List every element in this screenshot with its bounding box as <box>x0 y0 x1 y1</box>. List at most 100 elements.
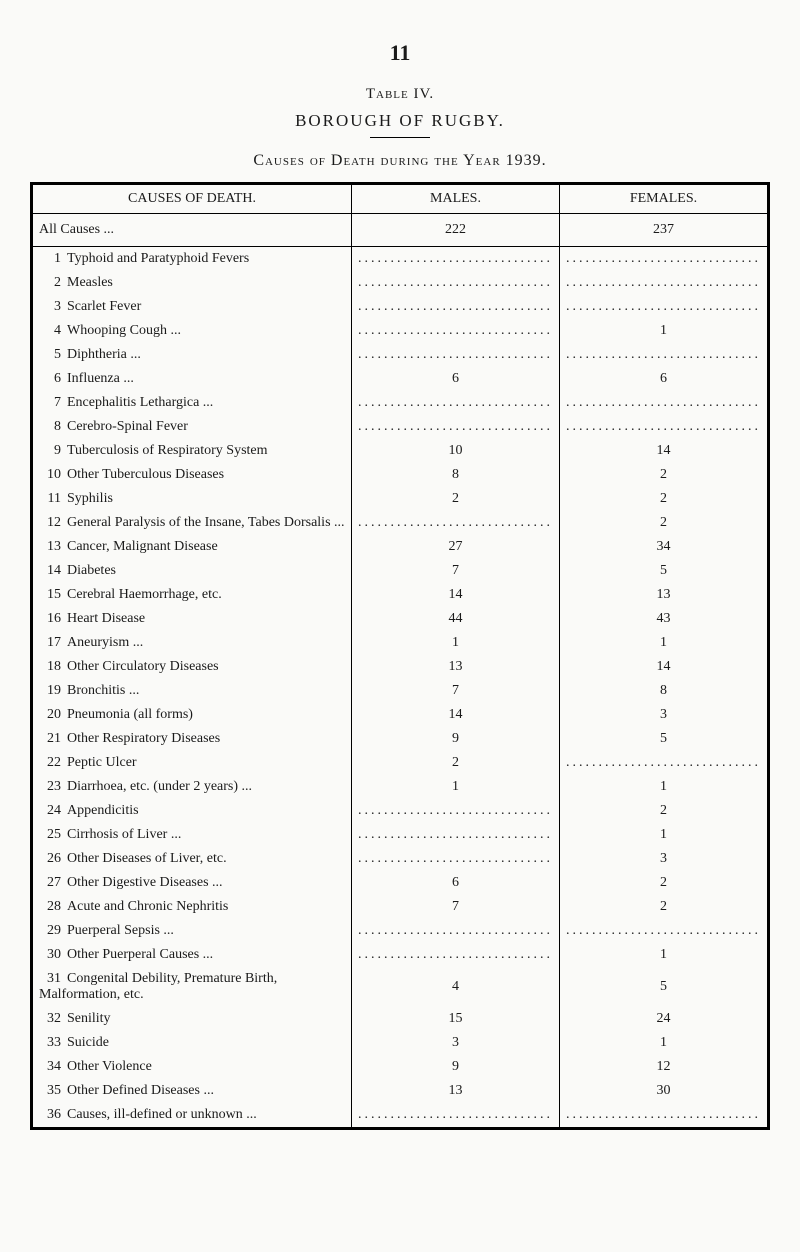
males-cell: 4 <box>352 967 560 1007</box>
dotfill: .............................. <box>566 251 761 266</box>
cause-cell: 16Heart Disease <box>32 607 352 631</box>
cause-label: General Paralysis of the Insane, Tabes D… <box>67 515 345 530</box>
cause-label: Typhoid and Paratyphoid Fevers <box>67 251 249 266</box>
row-number: 26 <box>39 851 61 867</box>
females-cell: 43 <box>560 607 769 631</box>
cause-cell: 31Congenital Debility, Premature Birth, … <box>32 967 352 1007</box>
table-row: 35Other Defined Diseases ...1330 <box>32 1079 769 1103</box>
males-cell: 7 <box>352 559 560 583</box>
males-cell: .............................. <box>352 271 560 295</box>
row-number: 11 <box>39 491 61 507</box>
males-cell: 7 <box>352 895 560 919</box>
table-row: 6Influenza ...66 <box>32 367 769 391</box>
cause-label: Cerebral Haemorrhage, etc. <box>67 587 222 602</box>
table-row: 4Whooping Cough ........................… <box>32 319 769 343</box>
females-cell: 5 <box>560 727 769 751</box>
caption: Causes of Death during the Year 1939. <box>30 152 770 170</box>
females-cell: 2 <box>560 487 769 511</box>
females-cell: 2 <box>560 799 769 823</box>
females-cell: 2 <box>560 871 769 895</box>
table-row: 17Aneuryism ...11 <box>32 631 769 655</box>
table-row: 28Acute and Chronic Nephritis72 <box>32 895 769 919</box>
cause-label: Diarrhoea, etc. (under 2 years) ... <box>67 779 252 794</box>
row-number: 2 <box>39 275 61 291</box>
dotfill: .............................. <box>566 923 761 938</box>
males-cell: .............................. <box>352 1103 560 1129</box>
males-cell: 14 <box>352 703 560 727</box>
females-cell: 3 <box>560 847 769 871</box>
cause-cell: 20Pneumonia (all forms) <box>32 703 352 727</box>
females-cell: 5 <box>560 559 769 583</box>
dotfill: .............................. <box>566 755 761 770</box>
males-cell: .............................. <box>352 823 560 847</box>
row-number: 18 <box>39 659 61 675</box>
dotfill: .............................. <box>566 1107 761 1122</box>
row-number: 9 <box>39 443 61 459</box>
males-cell: .............................. <box>352 415 560 439</box>
cause-cell: 8Cerebro-Spinal Fever <box>32 415 352 439</box>
table-row: 23Diarrhoea, etc. (under 2 years) ...11 <box>32 775 769 799</box>
dotfill: .............................. <box>566 347 761 362</box>
cause-cell: 5Diphtheria ... <box>32 343 352 367</box>
cause-cell: 23Diarrhoea, etc. (under 2 years) ... <box>32 775 352 799</box>
cause-label: Cerebro-Spinal Fever <box>67 419 188 434</box>
cause-label: Causes, ill-defined or unknown ... <box>67 1107 257 1122</box>
table-row: 20Pneumonia (all forms)143 <box>32 703 769 727</box>
cause-cell: 17Aneuryism ... <box>32 631 352 655</box>
males-cell: 2 <box>352 751 560 775</box>
table-row: 27Other Digestive Diseases ...62 <box>32 871 769 895</box>
males-cell: .............................. <box>352 943 560 967</box>
females-cell: 14 <box>560 439 769 463</box>
cause-label: Other Tuberculous Diseases <box>67 467 224 482</box>
males-cell: 13 <box>352 655 560 679</box>
males-cell: .............................. <box>352 391 560 415</box>
row-number: 22 <box>39 755 61 771</box>
cause-cell: 21Other Respiratory Diseases <box>32 727 352 751</box>
dotfill: .............................. <box>358 803 553 818</box>
table-title-wrapper: Table IV. <box>30 86 770 103</box>
cause-cell: 12General Paralysis of the Insane, Tabes… <box>32 511 352 535</box>
males-cell: 9 <box>352 1055 560 1079</box>
row-number: 29 <box>39 923 61 939</box>
males-cell: 1 <box>352 775 560 799</box>
females-cell: 8 <box>560 679 769 703</box>
males-cell: .............................. <box>352 319 560 343</box>
row-number: 6 <box>39 371 61 387</box>
row-number: 13 <box>39 539 61 555</box>
males-cell: 44 <box>352 607 560 631</box>
females-cell: 1 <box>560 823 769 847</box>
cause-label: Measles <box>67 275 113 290</box>
males-cell: .............................. <box>352 847 560 871</box>
cause-label: Suicide <box>67 1035 109 1050</box>
females-cell: 1 <box>560 775 769 799</box>
females-cell: 34 <box>560 535 769 559</box>
cause-label: Encephalitis Lethargica ... <box>67 395 213 410</box>
cause-cell: 32Senility <box>32 1007 352 1031</box>
table-row: 13Cancer, Malignant Disease2734 <box>32 535 769 559</box>
cause-cell: 18Other Circulatory Diseases <box>32 655 352 679</box>
table-row: 7 Encephalitis Lethargica ...............… <box>32 391 769 415</box>
cause-label: Other Digestive Diseases ... <box>67 875 223 890</box>
causes-table: CAUSES OF DEATH. MALES. FEMALES. All Cau… <box>30 182 770 1130</box>
cause-cell: 36 Causes, ill-defined or unknown ... <box>32 1103 352 1129</box>
males-cell: 6 <box>352 367 560 391</box>
row-number: 7 <box>39 395 61 411</box>
cause-cell: 2 Measles <box>32 271 352 295</box>
table-row: 5Diphtheria ............................… <box>32 343 769 367</box>
dotfill: .............................. <box>358 299 553 314</box>
dotfill: .............................. <box>358 923 553 938</box>
females-cell: 6 <box>560 367 769 391</box>
cause-cell: 26Other Diseases of Liver, etc. <box>32 847 352 871</box>
table-row: 15Cerebral Haemorrhage, etc.1413 <box>32 583 769 607</box>
cause-cell: 34Other Violence <box>32 1055 352 1079</box>
males-cell: .............................. <box>352 295 560 319</box>
cause-label: Senility <box>67 1011 111 1026</box>
cause-cell: 7 Encephalitis Lethargica ... <box>32 391 352 415</box>
page-number: 11 <box>30 40 770 66</box>
row-number: 36 <box>39 1107 61 1123</box>
males-cell: .............................. <box>352 247 560 272</box>
row-number: 31 <box>39 971 61 987</box>
dotfill: .............................. <box>358 323 553 338</box>
cause-cell: 29Puerperal Sepsis ... <box>32 919 352 943</box>
table-row: 29Puerperal Sepsis .....................… <box>32 919 769 943</box>
